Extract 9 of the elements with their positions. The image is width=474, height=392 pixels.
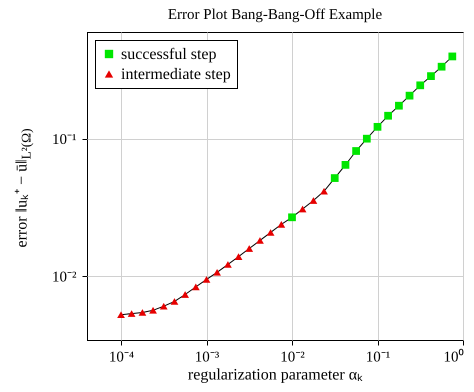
x-tick-label: 10⁻¹ — [366, 350, 390, 366]
legend-label: successful step — [121, 46, 217, 63]
x-tick-label: 10⁻⁴ — [108, 350, 134, 366]
legend-label: intermediate step — [121, 66, 231, 83]
x-tick-label: 10⁰ — [444, 348, 464, 366]
x-tick-label: 10⁻² — [280, 350, 306, 366]
chart-title: Error Plot Bang-Bang-Off Example — [168, 7, 382, 23]
x-axis-title: regularization parameter αₖ — [188, 366, 364, 384]
x-tick-label: 10⁻³ — [194, 350, 220, 366]
